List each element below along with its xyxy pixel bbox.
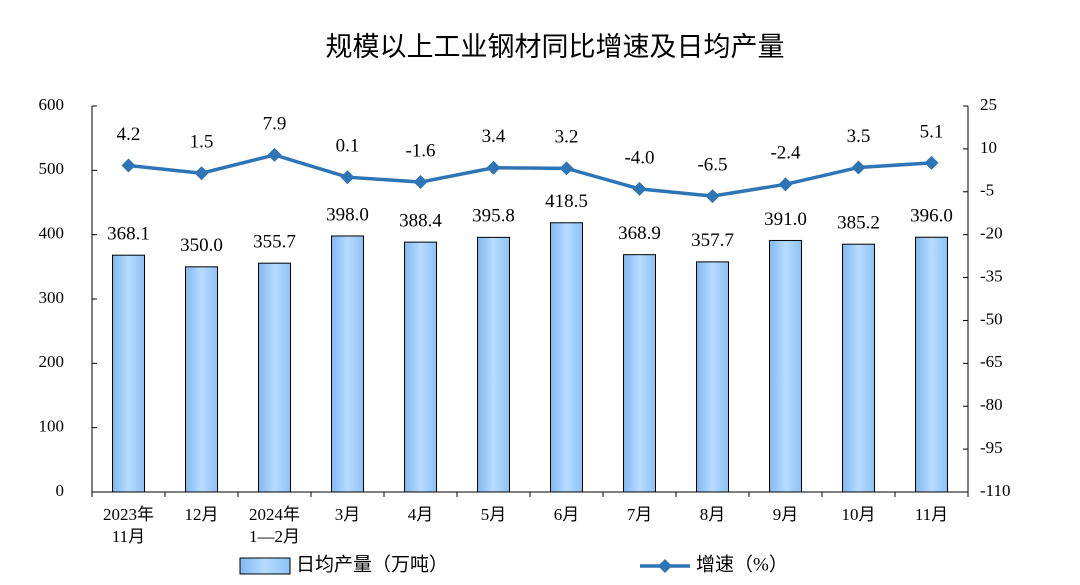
bar-value-label: 368.1 [107,224,150,245]
bar-value-label: 355.7 [253,232,296,253]
line-value-label: 4.2 [117,124,141,145]
x-tick-label: 2023年 11月 [103,505,154,546]
bar [550,222,583,493]
bar-value-label: 396.0 [910,206,953,227]
bar [258,262,291,493]
x-tick-label: 8月 [700,505,726,524]
line [128,153,932,198]
y-tick-label: 500 [39,159,65,178]
line-value-label: -4.0 [624,147,654,168]
line-value-label: 7.9 [263,113,287,134]
legend-swatch [239,557,291,575]
line-marker [559,161,574,176]
line-marker [340,170,355,185]
bar-value-label: 395.8 [472,206,515,227]
line-marker [486,160,501,175]
axes [91,106,969,493]
legend-swatch [658,559,672,573]
bar [477,236,510,493]
y2-tick-label: -110 [980,481,1011,500]
x-tick-label: 2024年 1—2月 [249,505,300,546]
y-tick-label: 0 [56,481,65,500]
bar-value-label: 388.4 [399,210,442,231]
bar [696,261,729,493]
line-marker [194,166,209,181]
y2-tick-label: -50 [980,309,1003,328]
x-tick-label: 4月 [408,505,434,524]
line-marker [632,181,647,196]
line-marker [924,155,939,170]
y2-tick-label: -20 [980,224,1003,243]
y-tick-label: 200 [39,352,65,371]
x-tick-label: 7月 [627,505,653,524]
y2-tick-label: -5 [980,181,994,200]
legend-label: 日均产量（万吨） [296,553,448,575]
x-tick-label: 5月 [481,505,507,524]
bar-value-label: 418.5 [545,191,588,212]
line-marker [851,160,866,175]
line-value-label: -6.5 [697,154,727,175]
line-value-label: 5.1 [920,121,944,142]
bar [404,241,437,493]
bar-value-label: 398.0 [326,204,369,225]
line-value-label: 3.4 [482,126,506,147]
y2-tick-label: -35 [980,266,1003,285]
line-marker [705,189,720,204]
line-marker [413,175,428,190]
legend-label: 增速（%） [696,553,788,575]
y2-tick-label: -80 [980,395,1003,414]
line-value-label: 3.5 [847,126,871,147]
line-value-label: -1.6 [405,140,435,161]
y2-tick-label: -65 [980,352,1003,371]
bar [185,266,218,493]
line-value-label: 3.2 [555,127,579,148]
line-value-label: -2.4 [770,143,801,164]
x-tick-label: 11月 [915,505,948,524]
line-marker [121,158,136,173]
bar-value-label: 357.7 [691,230,734,251]
y2-tick-label: 10 [980,138,997,157]
bar-value-label: 350.0 [180,235,223,256]
line-value-label: 0.1 [336,136,360,157]
y-tick-label: 400 [39,224,65,243]
y2-tick-label: 25 [980,95,997,114]
x-tick-label: 9月 [773,505,799,524]
x-tick-label: 12月 [185,505,219,524]
y-tick-label: 600 [39,95,65,114]
x-tick-label: 6月 [554,505,580,524]
bar [769,239,802,493]
bar [842,243,875,493]
bar [915,236,948,493]
bar-value-label: 391.0 [764,209,807,230]
bar [331,235,364,493]
bar [112,254,145,493]
line-marker [778,177,793,192]
bar-value-label: 368.9 [618,223,661,244]
x-tick-label: 3月 [335,505,361,524]
line-value-label: 1.5 [190,132,214,153]
y-tick-label: 300 [39,288,65,307]
bar-value-label: 385.2 [837,213,880,234]
y-tick-label: 100 [39,417,65,436]
y2-tick-label: -95 [980,438,1003,457]
x-tick-label: 10月 [842,505,876,524]
chart-title: 规模以上工业钢材同比增速及日均产量 [326,32,785,62]
bar [623,254,656,493]
line-marker [267,147,282,162]
